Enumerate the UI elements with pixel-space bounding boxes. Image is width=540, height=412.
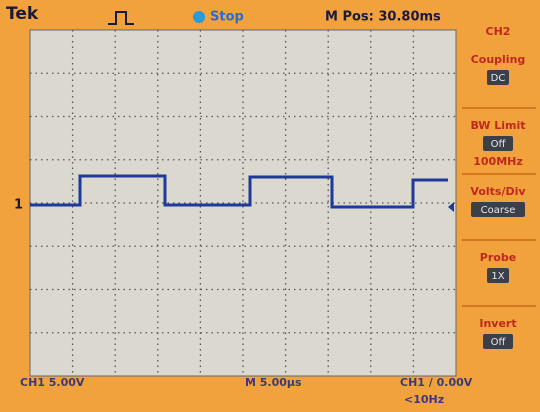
menu-value: 1X [491,271,504,282]
frequency: <10Hz [404,393,444,406]
menu-label: Coupling [471,53,526,66]
menu-label: BW Limit [470,119,525,132]
menu-note: 100MHz [473,155,523,168]
menu-label: Volts/Div [470,185,526,198]
oscilloscope: Tek Stop M Pos: 30.80ms 1 CH2 Coupling DC… [0,0,540,412]
menu-value: DC [491,73,506,84]
menu-value: Off [491,337,507,348]
channel-marker: 1 [14,198,23,213]
status-icon [193,11,205,23]
menu-label: Probe [480,251,516,264]
channel-scale: CH1 5.00V [20,376,85,389]
status: Stop [210,10,244,25]
position: M Pos: 30.80ms [325,10,441,25]
trigger-setting: CH1 ∕ 0.00V [400,376,473,389]
menu-value: Off [491,139,507,150]
menu-value: Coarse [481,205,516,216]
brand: Tek [6,4,39,24]
timebase: M 5.00µs [245,376,302,389]
menu-title: CH2 [486,25,511,38]
menu-label: Invert [479,317,516,330]
screen [30,30,456,376]
